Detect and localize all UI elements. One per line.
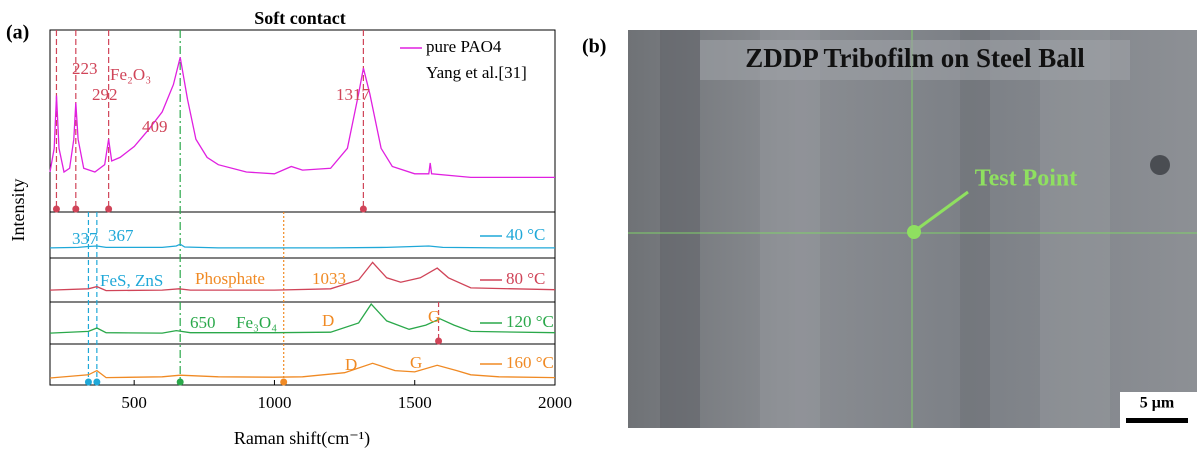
annotation: Fe₃O₄ xyxy=(236,313,277,332)
reference-marker xyxy=(52,205,60,213)
test-point-label: Test Point xyxy=(975,166,1077,192)
reference-marker xyxy=(359,205,367,213)
annotation: 367 xyxy=(108,226,134,245)
chart-title: Soft contact xyxy=(254,8,345,28)
reference-marker xyxy=(435,337,443,345)
annotation: 650 xyxy=(190,313,216,332)
test-point-dot xyxy=(907,225,921,239)
reference-marker xyxy=(280,378,288,386)
x-tick-label: 1000 xyxy=(257,393,291,412)
legend-label: pure PAO4 xyxy=(426,37,502,56)
panel-label: (b) xyxy=(582,36,606,58)
spectrum-line xyxy=(49,362,556,379)
annotation: 337 xyxy=(72,229,98,248)
reference-marker xyxy=(105,205,113,213)
annotation: Phosphate xyxy=(195,269,265,288)
stripe xyxy=(1040,30,1110,428)
panel-label: (a) xyxy=(6,22,29,44)
legend-label: 40 °C xyxy=(506,225,545,244)
panel-frame xyxy=(49,29,556,213)
annotation: 1317 xyxy=(336,85,371,104)
panel-frame xyxy=(49,301,556,345)
stripe xyxy=(660,30,700,428)
spectrum-line xyxy=(49,261,556,292)
pointer xyxy=(915,190,969,232)
spectrum-line xyxy=(49,57,555,179)
legend-label: 80 °C xyxy=(506,269,545,288)
annotation: D xyxy=(322,311,334,330)
reference-marker xyxy=(84,378,92,386)
legend-note: Yang et al.[31] xyxy=(426,63,527,82)
annotation: FeS, ZnS xyxy=(100,271,163,290)
stripe xyxy=(960,30,990,428)
title-box xyxy=(700,40,1130,80)
stripe xyxy=(760,30,820,428)
legend-label: 160 °C xyxy=(506,353,554,372)
annotation: 409 xyxy=(142,117,168,136)
annotation: 292 xyxy=(92,85,118,104)
x-tick-label: 500 xyxy=(121,393,147,412)
y-axis-label: Intensity xyxy=(8,179,28,242)
reference-marker xyxy=(176,378,184,386)
x-axis-label: Raman shift(cm⁻¹) xyxy=(234,428,370,449)
panel-frame xyxy=(49,343,556,386)
legend-label: 120 °C xyxy=(506,312,554,331)
x-tick-label: 1500 xyxy=(398,393,432,412)
spectrum-line xyxy=(49,243,555,249)
annotation: 223 xyxy=(72,59,98,78)
annotation: G xyxy=(428,307,440,326)
reference-marker xyxy=(93,378,101,386)
annotation: D xyxy=(345,355,357,374)
annotation: 1033 xyxy=(312,269,346,288)
pit xyxy=(1150,155,1170,175)
image-title: ZDDP Tribofilm on Steel Ball xyxy=(745,43,1085,73)
annotation: Fe₂O₃ xyxy=(110,65,151,84)
scale-bar xyxy=(1126,418,1188,423)
x-tick-label: 2000 xyxy=(538,393,572,412)
annotation: G xyxy=(410,353,422,372)
spectrum-line xyxy=(49,303,556,334)
reference-marker xyxy=(72,205,80,213)
scale-bar-label: 5 μm xyxy=(1140,395,1175,412)
micrograph: Test Point ZDDP Tribofilm on Steel Ball … xyxy=(628,30,1197,428)
